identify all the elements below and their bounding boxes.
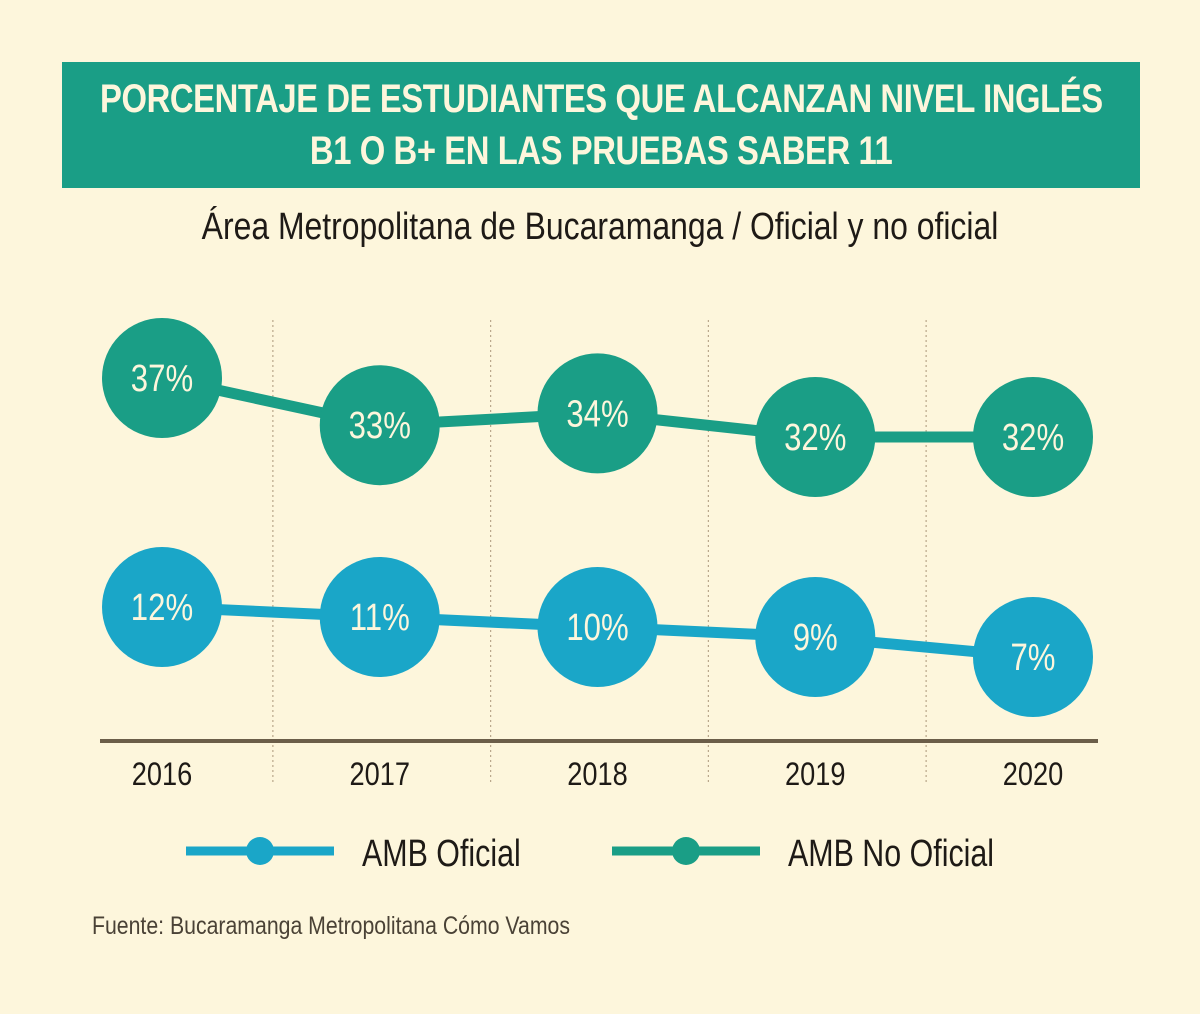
data-point-amb-oficial xyxy=(319,557,440,677)
legend-label-amb-oficial: AMB Oficial xyxy=(362,833,521,875)
data-point-amb-oficial xyxy=(537,567,658,687)
data-label-amb-oficial: 9% xyxy=(793,617,838,659)
data-point-amb-no-oficial xyxy=(319,365,440,486)
x-tick-label: 2019 xyxy=(785,757,845,793)
data-point-amb-oficial xyxy=(973,597,1093,717)
data-point-amb-oficial xyxy=(755,577,876,697)
data-point-amb-no-oficial xyxy=(537,353,658,474)
title-line-2: B1 O B+ EN LAS PRUEBAS SABER 11 xyxy=(309,129,893,173)
x-tick-label: 2017 xyxy=(350,757,410,793)
legend-marker-amb-no-oficial xyxy=(672,837,700,865)
data-label-amb-no-oficial: 37% xyxy=(131,358,193,400)
data-point-amb-no-oficial xyxy=(755,377,876,497)
legend-label-amb-no-oficial: AMB No Oficial xyxy=(788,833,994,875)
data-label-amb-no-oficial: 33% xyxy=(349,405,411,447)
legend-marker-amb-oficial xyxy=(246,837,274,865)
data-label-amb-oficial: 11% xyxy=(350,597,410,639)
data-label-amb-oficial: 12% xyxy=(131,587,193,629)
x-tick-label: 2020 xyxy=(1003,757,1063,793)
data-point-amb-no-oficial xyxy=(973,377,1093,497)
title-banner: PORCENTAJE DE ESTUDIANTES QUE ALCANZAN N… xyxy=(62,62,1140,188)
data-label-amb-no-oficial: 32% xyxy=(1002,417,1064,459)
data-label-amb-no-oficial: 34% xyxy=(566,394,628,436)
data-point-amb-no-oficial xyxy=(102,318,222,438)
data-label-amb-no-oficial: 32% xyxy=(784,417,846,459)
title-line-1: PORCENTAJE DE ESTUDIANTES QUE ALCANZAN N… xyxy=(99,77,1103,121)
x-tick-label: 2018 xyxy=(567,757,627,793)
source-note: Fuente: Bucaramanga Metropolitana Cómo V… xyxy=(92,912,570,940)
data-label-amb-oficial: 7% xyxy=(1010,637,1055,679)
data-point-amb-oficial xyxy=(102,547,222,667)
chart-subtitle: Área Metropolitana de Bucaramanga / Ofic… xyxy=(201,206,999,248)
data-label-amb-oficial: 10% xyxy=(566,607,628,649)
x-tick-label: 2016 xyxy=(132,757,192,793)
